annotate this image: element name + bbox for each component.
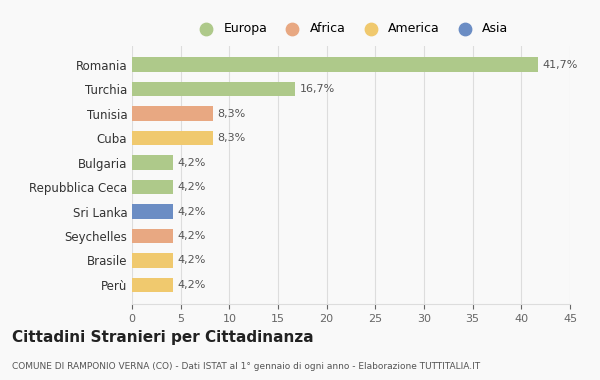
Bar — [132, 106, 213, 121]
Text: COMUNE DI RAMPONIO VERNA (CO) - Dati ISTAT al 1° gennaio di ogni anno - Elaboraz: COMUNE DI RAMPONIO VERNA (CO) - Dati IST… — [12, 362, 480, 370]
Text: 8,3%: 8,3% — [218, 133, 246, 143]
Bar — [132, 131, 213, 146]
Legend: Europa, Africa, America, Asia: Europa, Africa, America, Asia — [190, 18, 512, 39]
Text: 8,3%: 8,3% — [218, 109, 246, 119]
Bar — [132, 229, 173, 243]
Text: Cittadini Stranieri per Cittadinanza: Cittadini Stranieri per Cittadinanza — [12, 330, 314, 345]
Text: 41,7%: 41,7% — [543, 60, 578, 70]
Text: 16,7%: 16,7% — [299, 84, 335, 94]
Text: 4,2%: 4,2% — [178, 158, 206, 168]
Text: 4,2%: 4,2% — [178, 255, 206, 266]
Text: 4,2%: 4,2% — [178, 231, 206, 241]
Bar — [132, 57, 538, 72]
Bar — [132, 253, 173, 268]
Text: 4,2%: 4,2% — [178, 182, 206, 192]
Bar — [132, 82, 295, 97]
Text: 4,2%: 4,2% — [178, 206, 206, 217]
Bar — [132, 155, 173, 170]
Bar — [132, 204, 173, 219]
Bar — [132, 277, 173, 292]
Bar — [132, 180, 173, 195]
Text: 4,2%: 4,2% — [178, 280, 206, 290]
